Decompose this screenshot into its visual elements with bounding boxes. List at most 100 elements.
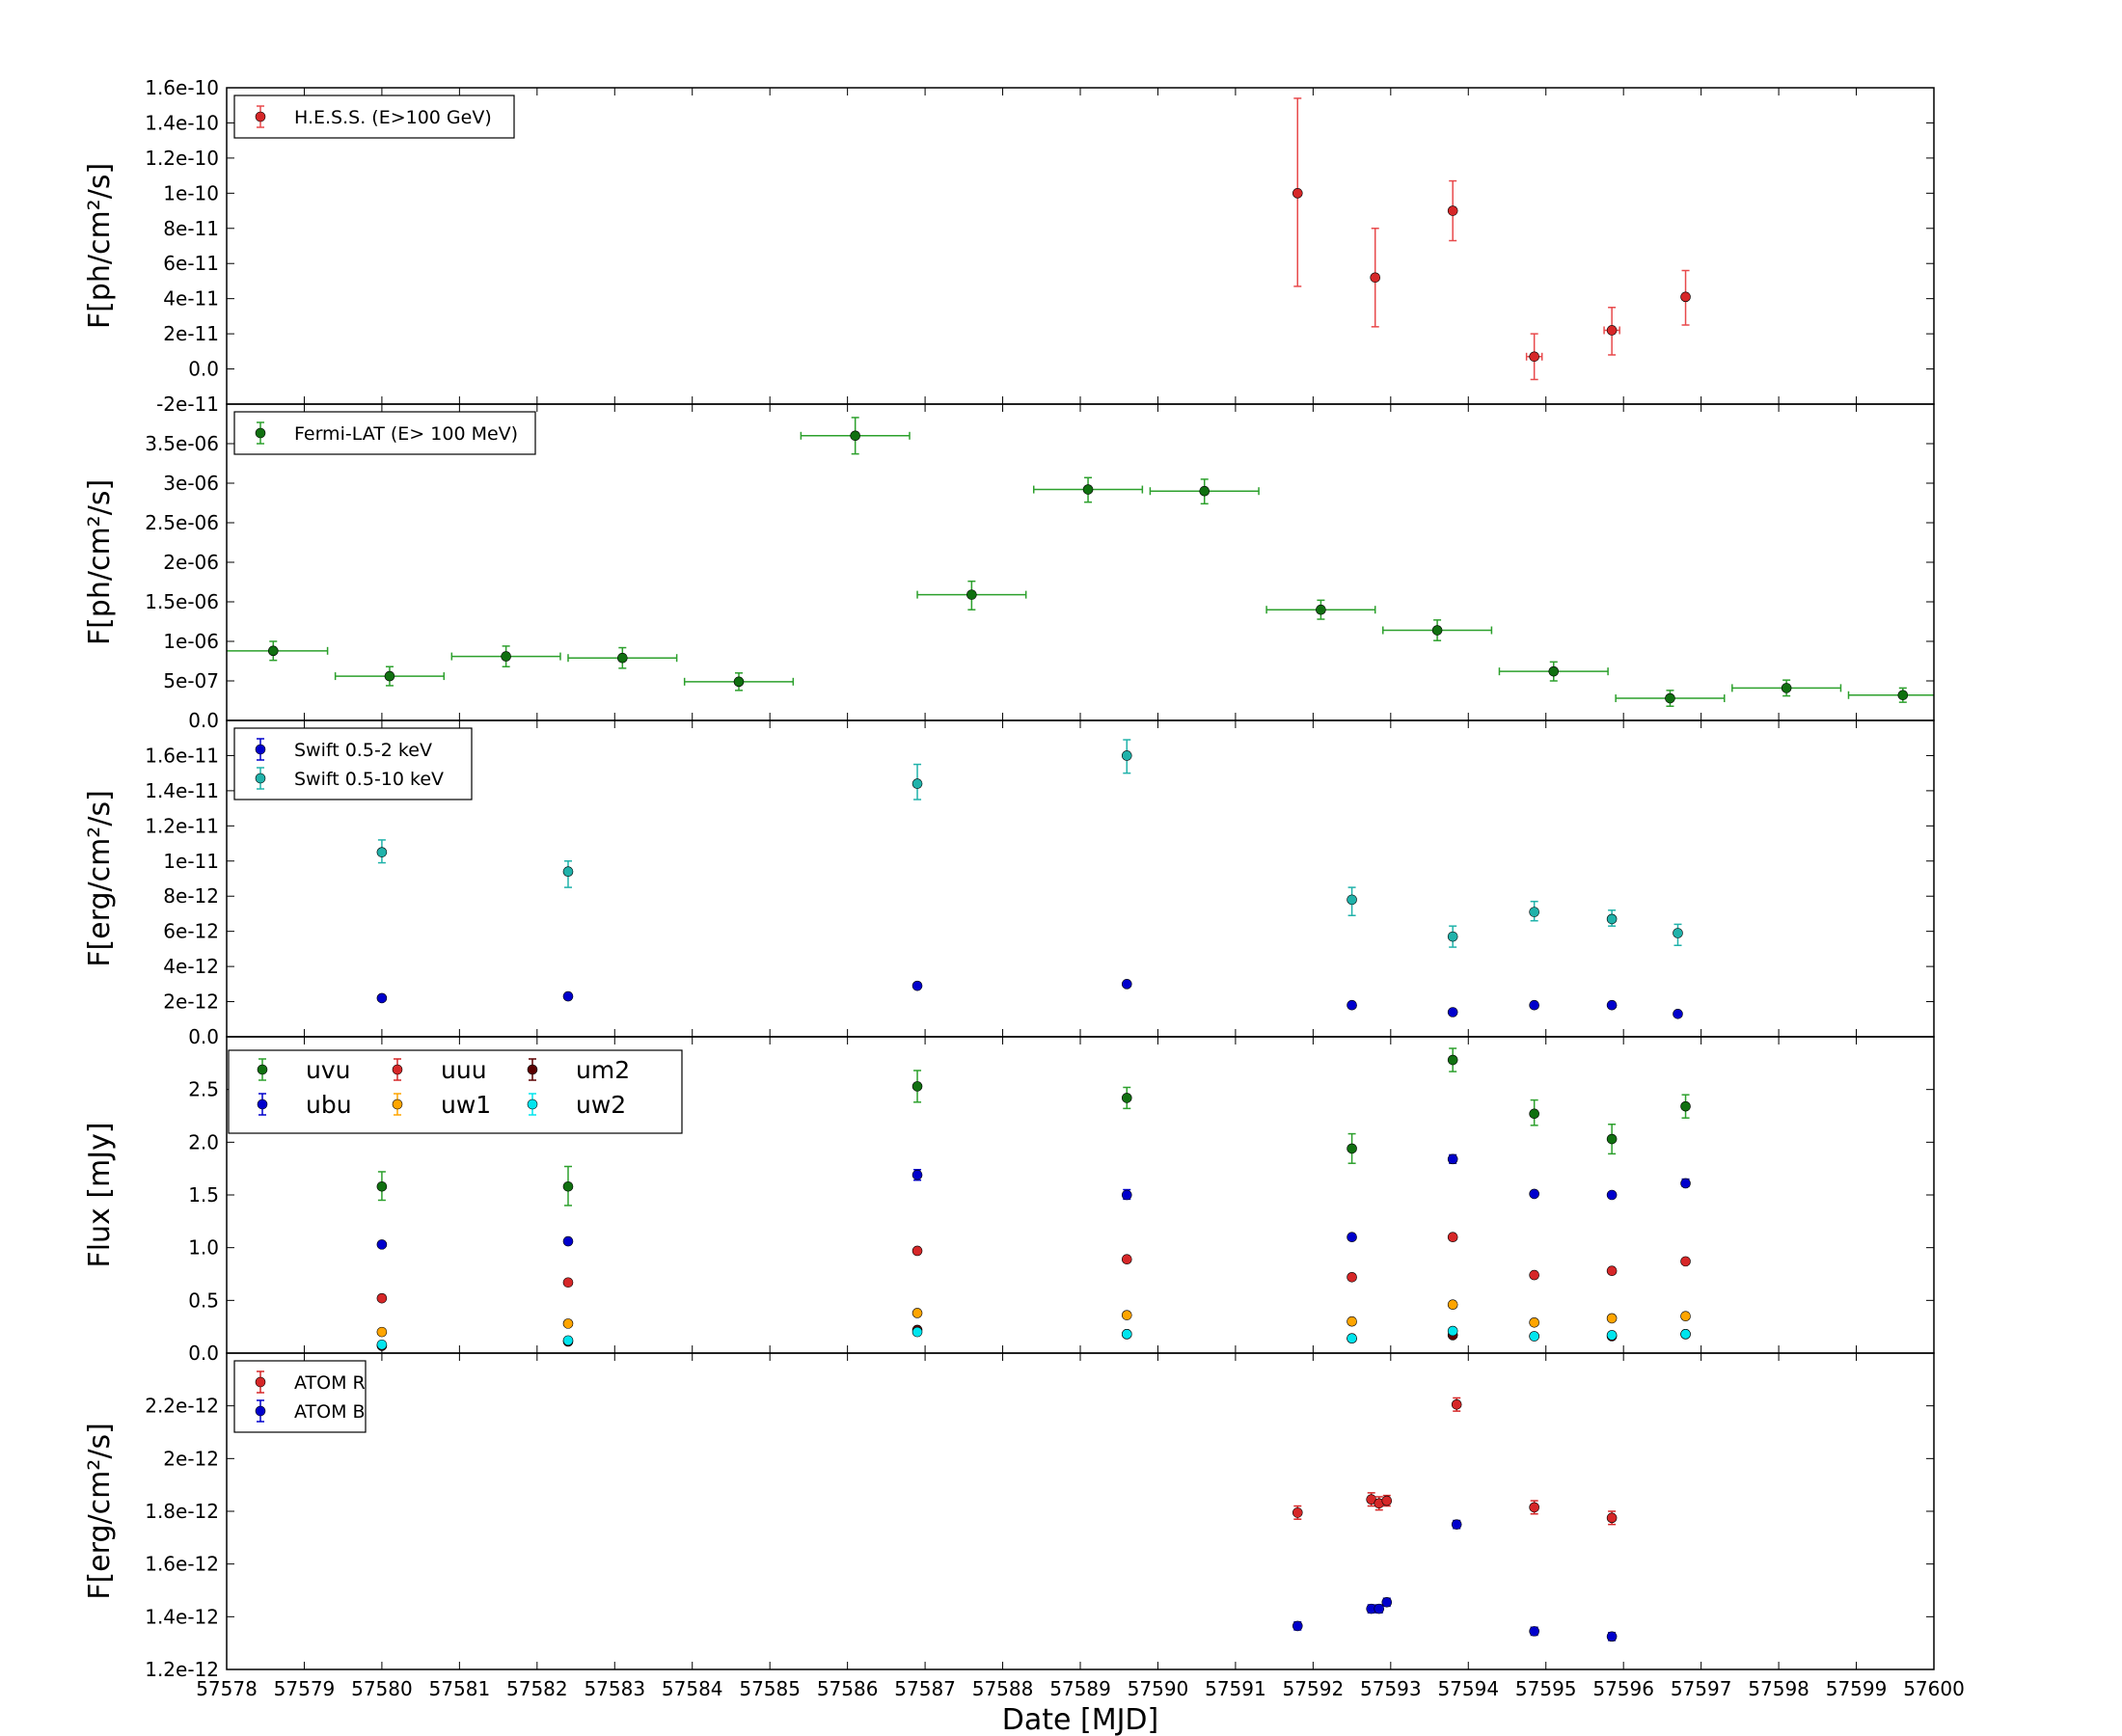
data-point [1680, 1100, 1691, 1112]
legend-label: uw1 [441, 1091, 491, 1119]
data-point [1370, 272, 1381, 284]
x-tick-label: 57595 [1515, 1677, 1577, 1700]
series-uuu [376, 1232, 1691, 1304]
y-tick-label: 2e-06 [163, 551, 219, 574]
data-point [1529, 1108, 1539, 1120]
y-axis-label: F[erg/cm²/s] [83, 1423, 117, 1600]
y-tick-label: 3.5e-06 [145, 432, 219, 455]
data-point [1447, 931, 1458, 942]
data-layer [227, 417, 1934, 707]
legend-marker [255, 427, 266, 439]
y-axis-label: F[ph/cm²/s] [83, 479, 117, 645]
y-tick-label: 2.2e-12 [145, 1395, 219, 1418]
y-tick-label: 5e-07 [163, 669, 219, 692]
data-point [376, 1326, 388, 1338]
data-layer [1292, 97, 1691, 381]
y-tick-label: 1.6e-10 [145, 76, 219, 99]
panel-1: -2e-11 0.0 2e-11 4e-11 6e-11 8e-11 1e-10 1.2e-1… [83, 76, 1935, 416]
series-uw2 [376, 1325, 1691, 1350]
y-tick-label: 6e-12 [163, 920, 219, 943]
legend-marker [257, 1064, 268, 1075]
series-atom-r [1292, 1397, 1618, 1526]
series-h-e-s-s-e-100-gev- [1292, 97, 1691, 381]
y-tick-label: -2e-11 [156, 393, 219, 416]
legend-item: Swift 0.5-2 keV [255, 738, 432, 761]
x-tick-label: 57594 [1437, 1677, 1499, 1700]
legend-marker [255, 744, 266, 755]
data-point [1316, 604, 1326, 615]
legend-marker [255, 111, 266, 122]
data-point [1606, 1631, 1618, 1642]
legend: Fermi-LAT (E> 100 MeV) [233, 411, 536, 455]
x-tick-label: 57588 [972, 1677, 1034, 1700]
data-point [1606, 1133, 1618, 1145]
data-point [1374, 1603, 1385, 1614]
data-point [733, 676, 745, 688]
data-point [1347, 1333, 1357, 1343]
x-tick-label: 57600 [1903, 1677, 1965, 1700]
legend-label: um2 [576, 1056, 630, 1084]
y-axis-label: F[ph/cm²/s] [83, 163, 117, 329]
data-point [966, 589, 977, 600]
data-point [1447, 1232, 1458, 1243]
data-point [1447, 1299, 1458, 1311]
x-tick-label: 57597 [1671, 1677, 1732, 1700]
y-tick-label: 1.6e-11 [145, 744, 219, 767]
legend-label: Fermi-LAT (E> 100 MeV) [294, 423, 518, 445]
y-tick-label: 0.0 [188, 709, 219, 732]
data-point [1121, 979, 1132, 990]
data-point [376, 992, 388, 1004]
legend-box [233, 95, 515, 139]
legend-box [233, 727, 473, 800]
legend-marker [392, 1064, 403, 1075]
data-point [1529, 351, 1539, 363]
data-point [1606, 1330, 1618, 1341]
data-point [562, 1335, 574, 1346]
data-point [376, 847, 388, 857]
data-point [1606, 1512, 1618, 1524]
y-tick-label: 2.5e-06 [145, 511, 219, 534]
data-point [562, 990, 574, 1002]
y-tick-label: 1.2e-12 [145, 1658, 219, 1681]
data-point [501, 651, 511, 662]
data-layer [376, 739, 1683, 1019]
legend: ATOM R ATOM B [233, 1360, 367, 1433]
data-point [1381, 1597, 1393, 1608]
y-tick-label: 2e-11 [163, 322, 219, 345]
data-point [1680, 291, 1691, 303]
x-tick-label: 57587 [894, 1677, 956, 1700]
x-tick-label: 57590 [1128, 1677, 1189, 1700]
x-tick-label: 57579 [274, 1677, 336, 1700]
data-point [1606, 913, 1618, 925]
data-point [911, 980, 923, 991]
data-point [267, 645, 279, 657]
data-point [1548, 665, 1560, 677]
y-tick-label: 2e-12 [163, 1447, 219, 1470]
legend-item: uuu [392, 1056, 487, 1084]
data-point [1199, 485, 1211, 497]
legend-marker [392, 1099, 403, 1110]
data-point [1447, 1153, 1458, 1165]
legend-label: ubu [306, 1091, 352, 1119]
x-tick-label: 57586 [817, 1677, 879, 1700]
y-axis-label: F[erg/cm²/s] [83, 790, 117, 967]
y-tick-label: 1e-11 [163, 850, 219, 873]
y-tick-label: 2e-12 [163, 990, 219, 1014]
x-tick-label: 57598 [1748, 1677, 1809, 1700]
legend-item: Fermi-LAT (E> 100 MeV) [255, 421, 518, 445]
legend-label: uvu [306, 1056, 350, 1084]
data-point [1292, 188, 1303, 199]
legend-marker [527, 1099, 538, 1110]
legend-item: ATOM B [255, 1399, 366, 1423]
series-atom-b [1292, 1519, 1618, 1642]
data-point [384, 670, 395, 682]
data-point [1347, 1232, 1357, 1243]
legend-marker [255, 1376, 266, 1388]
y-tick-label: 1e-10 [163, 181, 219, 204]
y-tick-label: 2.5 [188, 1078, 219, 1101]
y-tick-label: 1.5e-06 [145, 590, 219, 613]
y-tick-label: 0.0 [188, 1342, 219, 1365]
panel-frame [226, 719, 1935, 1038]
legend-item: ubu [257, 1091, 352, 1119]
